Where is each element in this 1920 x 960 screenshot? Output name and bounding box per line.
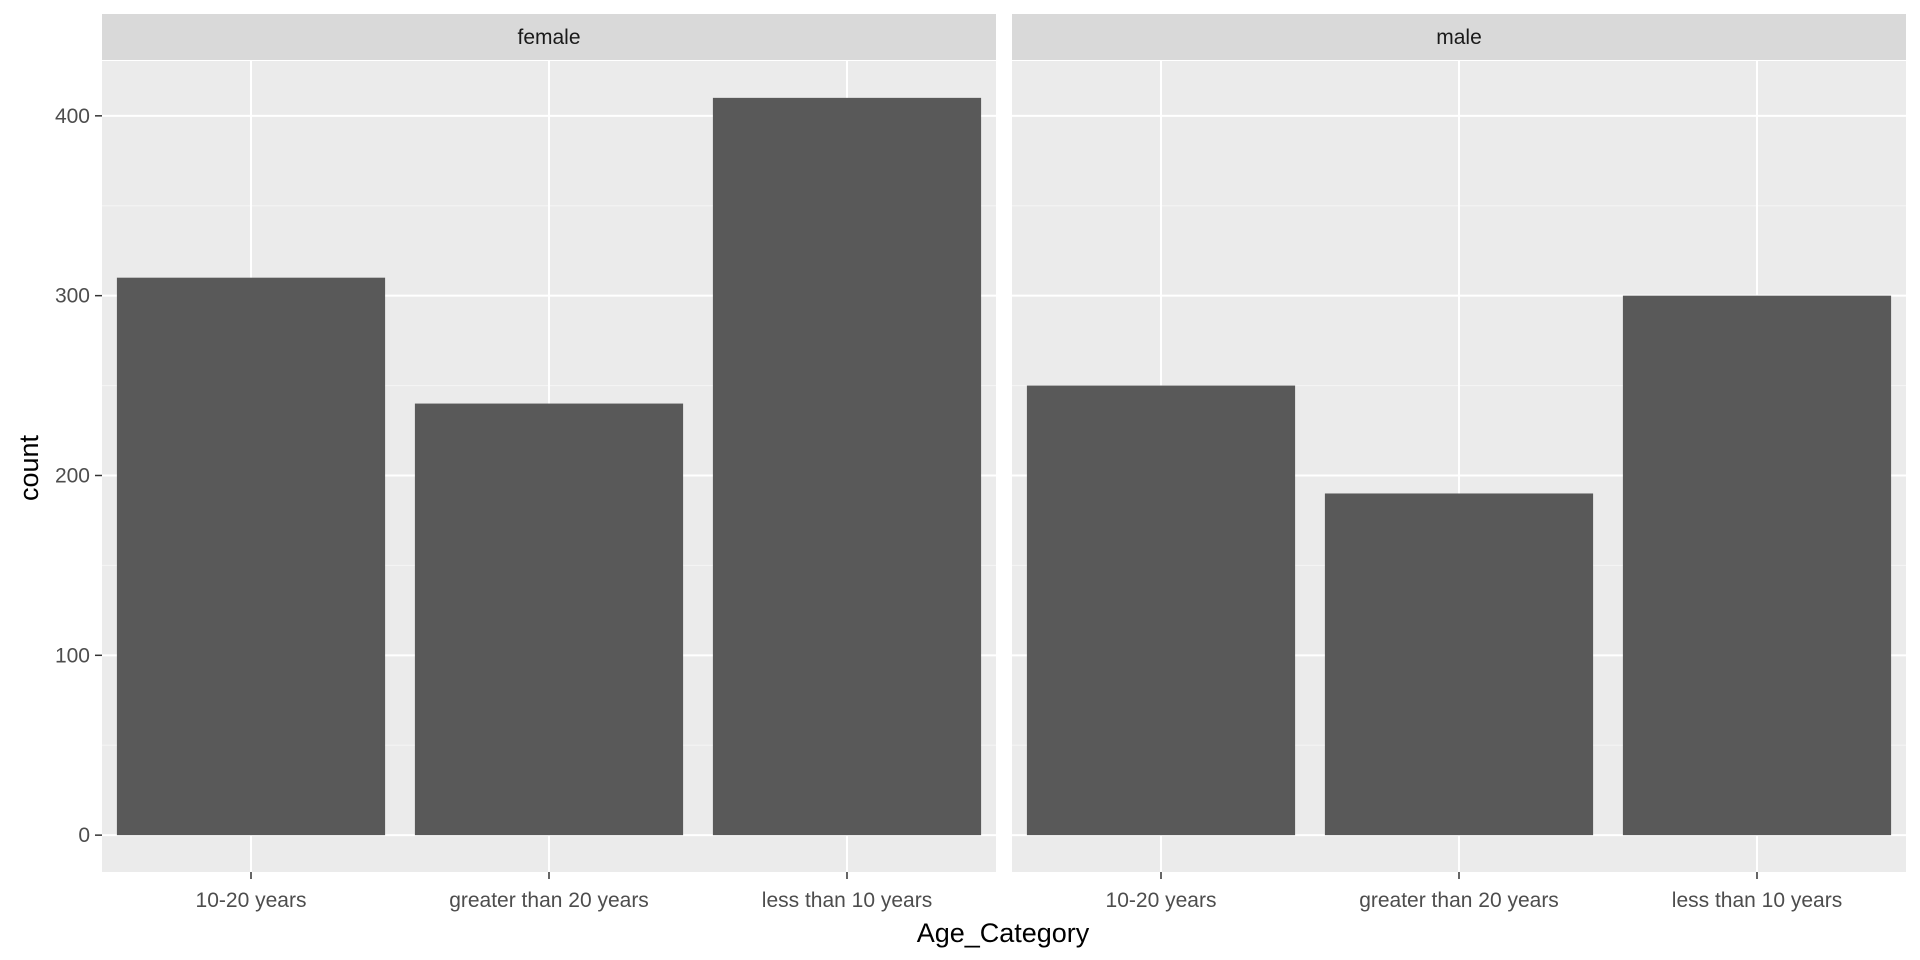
x-axis-title: Age_Category bbox=[917, 918, 1090, 948]
bar bbox=[1324, 493, 1594, 836]
panel-female: female 10-20 years greater than 20 years le… bbox=[102, 14, 996, 912]
panel-male: male 10-20 years greater than 20 years less… bbox=[1012, 14, 1906, 912]
x-tick-label: greater than 20 years bbox=[449, 889, 649, 912]
x-tick-label: 10-20 years bbox=[1106, 889, 1217, 912]
x-tick-label: greater than 20 years bbox=[1359, 889, 1559, 912]
bar bbox=[414, 403, 684, 836]
x-tick-label: 10-20 years bbox=[196, 889, 307, 912]
bar bbox=[1026, 385, 1296, 836]
y-tick-label: 0 bbox=[78, 824, 90, 847]
strip-label-female: female bbox=[517, 26, 580, 49]
strip-background bbox=[1012, 14, 1906, 60]
strip-label-male: male bbox=[1436, 26, 1482, 49]
y-axis: 0 100 200 300 400 bbox=[55, 105, 102, 847]
x-tick-label: less than 10 years bbox=[762, 889, 932, 912]
x-tick-label: less than 10 years bbox=[1672, 889, 1842, 912]
y-axis-title: count bbox=[14, 434, 44, 501]
bar bbox=[712, 97, 982, 836]
bar bbox=[116, 277, 386, 836]
y-tick-label: 200 bbox=[55, 464, 90, 487]
y-tick-label: 400 bbox=[55, 105, 90, 128]
y-tick-label: 100 bbox=[55, 644, 90, 667]
y-tick-label: 300 bbox=[55, 285, 90, 308]
strip-background bbox=[102, 14, 996, 60]
bar bbox=[1622, 295, 1892, 836]
panels-layer: female 10-20 years greater than 20 years le… bbox=[102, 14, 1906, 912]
